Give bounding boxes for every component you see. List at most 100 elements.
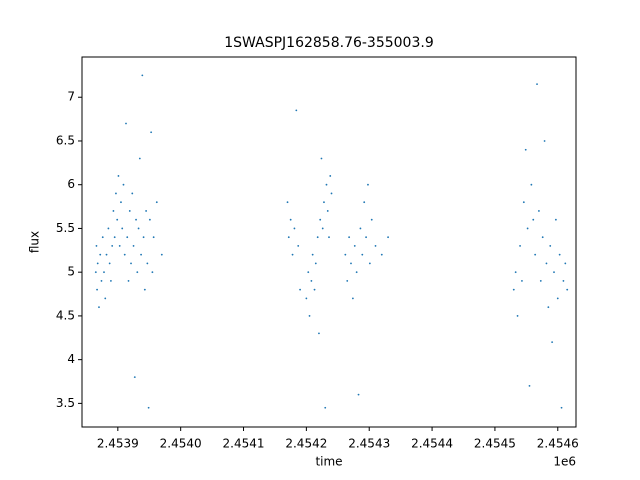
- point: [329, 175, 332, 177]
- point: [108, 262, 111, 265]
- chart-title: 1SWASPJ162858.76-355003.9: [224, 35, 433, 51]
- point: [365, 236, 367, 239]
- point: [363, 201, 366, 204]
- point: [141, 74, 144, 77]
- point: [350, 262, 352, 265]
- point: [287, 236, 290, 239]
- point: [348, 236, 351, 239]
- point: [323, 201, 325, 204]
- x-tick-label: 2.4544: [411, 437, 453, 451]
- point: [111, 245, 114, 247]
- plot-frame: [81, 56, 577, 428]
- point: [308, 315, 311, 317]
- point: [560, 406, 563, 409]
- point: [305, 297, 308, 300]
- point: [138, 157, 141, 160]
- point: [514, 271, 517, 274]
- point: [128, 210, 131, 212]
- point: [316, 236, 319, 239]
- point: [148, 218, 151, 221]
- x-tick-label: 2.4539: [97, 437, 139, 451]
- point: [319, 218, 322, 221]
- point: [521, 280, 523, 282]
- point: [115, 192, 117, 195]
- point: [127, 280, 130, 282]
- point: [113, 236, 116, 239]
- y-tick-label: 4: [67, 352, 75, 366]
- point: [361, 253, 364, 256]
- y-tick-label: 4.5: [56, 308, 75, 322]
- point: [522, 201, 525, 204]
- y-tick-label: 3.5: [56, 396, 75, 410]
- point: [374, 245, 377, 247]
- point: [135, 218, 137, 221]
- y-tick-label: 6: [67, 177, 75, 191]
- point: [313, 288, 316, 291]
- point: [104, 297, 107, 300]
- point: [151, 271, 154, 274]
- x-offset-label: 1e6: [553, 455, 576, 469]
- point: [536, 83, 538, 86]
- x-tick-label: 2.4543: [348, 437, 390, 451]
- point: [541, 236, 544, 239]
- point: [321, 227, 324, 230]
- point: [355, 271, 358, 274]
- point: [551, 341, 554, 344]
- point: [299, 288, 301, 291]
- point: [122, 183, 125, 186]
- point: [126, 236, 129, 239]
- point: [147, 406, 150, 409]
- point: [121, 227, 124, 230]
- y-tick-label: 6.5: [56, 133, 75, 147]
- point: [95, 245, 98, 247]
- point: [351, 297, 354, 300]
- point: [133, 376, 136, 379]
- point: [98, 306, 100, 309]
- y-tick-label: 7: [67, 90, 75, 104]
- point: [105, 253, 108, 256]
- point: [145, 210, 148, 212]
- x-tick-label: 2.4541: [223, 437, 265, 451]
- point: [297, 245, 300, 247]
- point: [293, 227, 296, 230]
- point: [387, 236, 389, 239]
- point: [512, 288, 515, 291]
- point: [103, 271, 105, 274]
- point: [353, 245, 356, 247]
- point: [152, 236, 155, 239]
- point: [564, 262, 567, 265]
- point: [359, 227, 362, 230]
- point: [325, 183, 328, 186]
- point: [295, 109, 298, 112]
- point: [136, 271, 139, 274]
- point: [516, 315, 519, 317]
- point: [150, 131, 153, 134]
- x-tick-label: 2.4542: [285, 437, 327, 451]
- point: [130, 262, 132, 265]
- point: [562, 280, 565, 282]
- point: [320, 157, 323, 160]
- point: [370, 218, 373, 221]
- point: [553, 271, 555, 274]
- point: [534, 253, 537, 256]
- point: [289, 218, 292, 221]
- point: [117, 175, 120, 177]
- point: [554, 218, 557, 221]
- point: [116, 218, 119, 221]
- point: [307, 271, 310, 274]
- point: [558, 253, 561, 256]
- y-tick-label: 5: [67, 265, 75, 279]
- point: [146, 262, 149, 265]
- point: [566, 288, 569, 291]
- point: [528, 384, 531, 387]
- point: [524, 148, 527, 151]
- point: [314, 262, 317, 265]
- point: [538, 210, 540, 212]
- point: [291, 253, 294, 256]
- point: [380, 253, 383, 256]
- point: [324, 406, 327, 409]
- point: [368, 262, 371, 265]
- point: [142, 236, 145, 239]
